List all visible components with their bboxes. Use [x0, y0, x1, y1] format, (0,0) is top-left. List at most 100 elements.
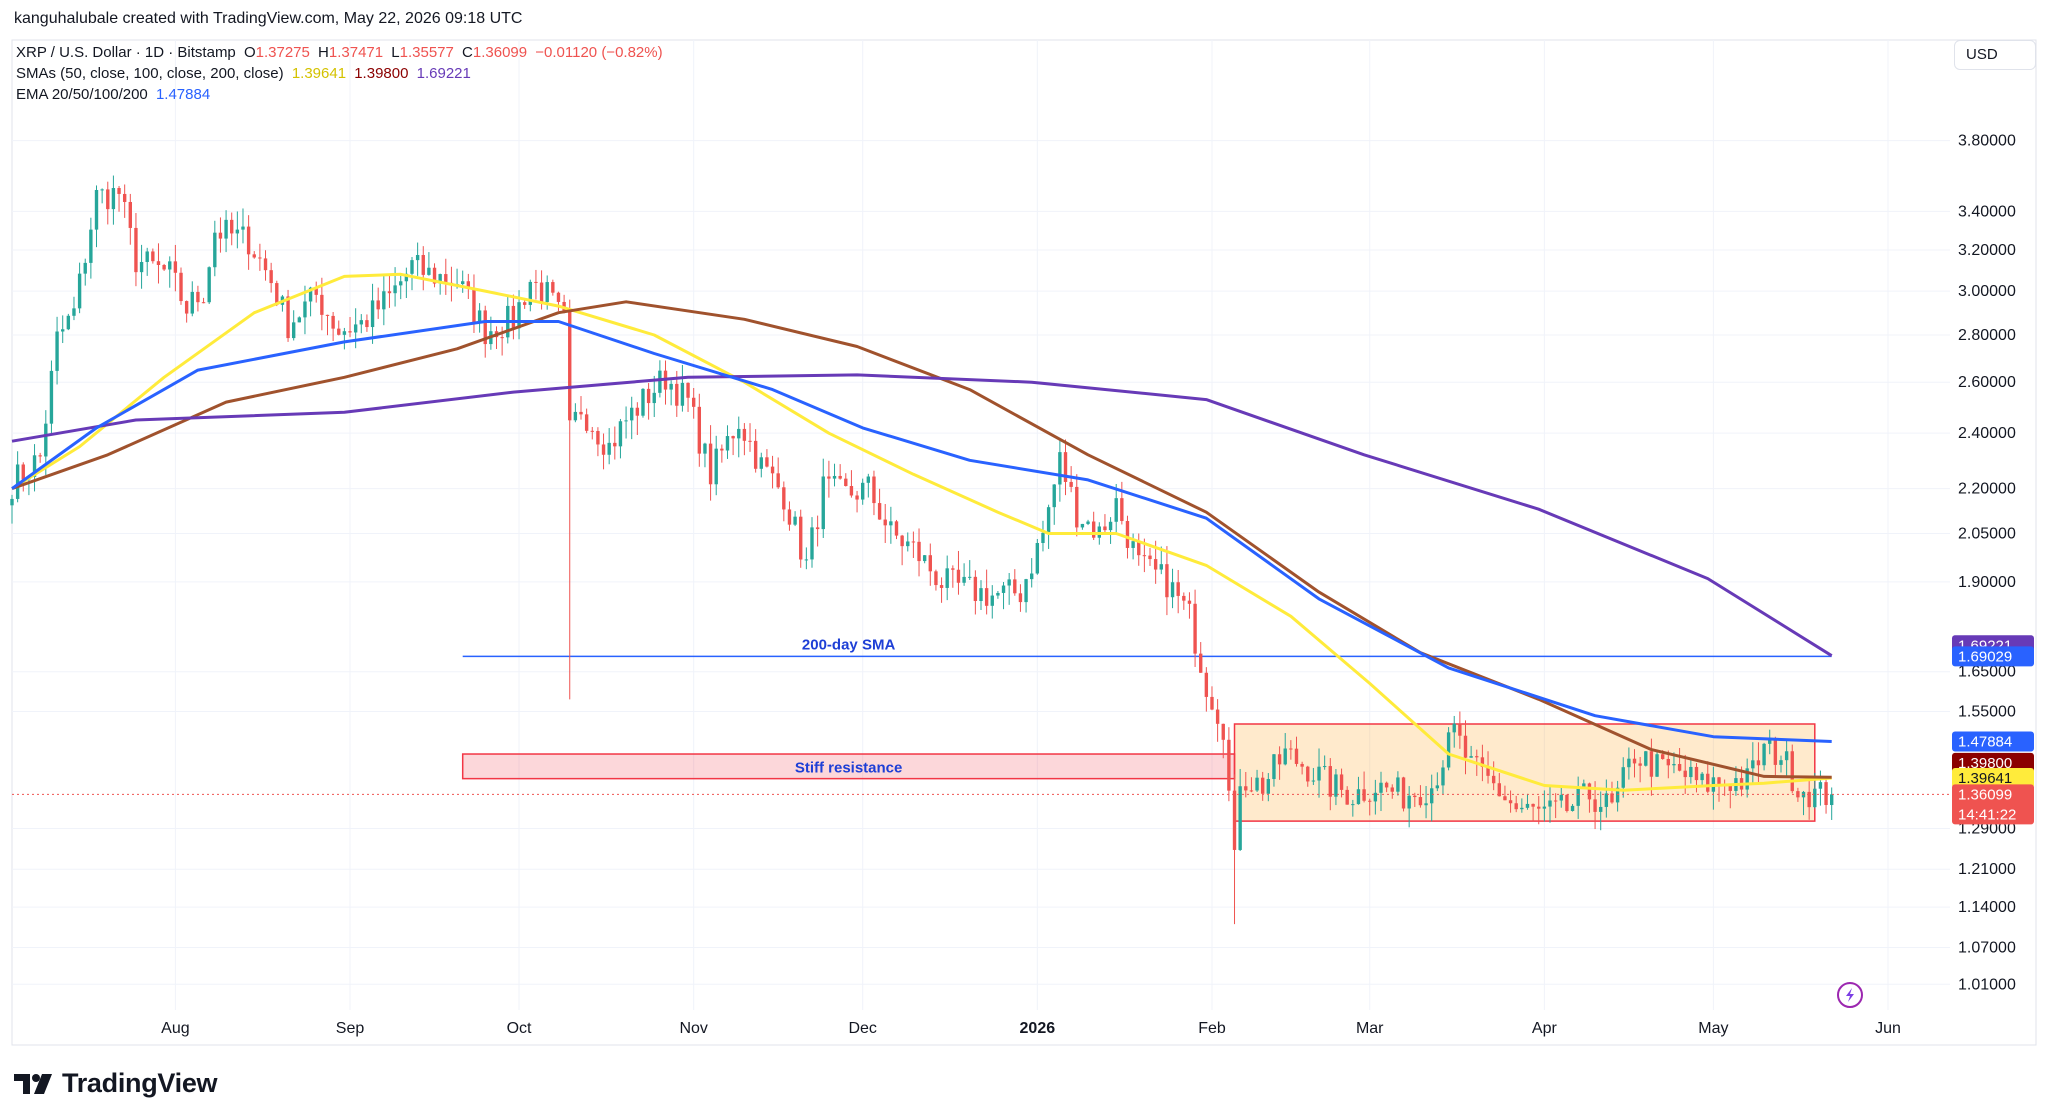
candle-body — [827, 476, 831, 479]
candle-body — [337, 328, 341, 335]
candle-body — [432, 267, 437, 284]
candle-body — [1751, 760, 1755, 769]
horizontal-line-value-tag-bg — [1952, 646, 2034, 667]
symbol-legend-line: XRP / U.S. Dollar · 1D · Bitstamp O1.372… — [16, 44, 667, 61]
candle-body — [675, 383, 679, 406]
last-price-tag-bg — [1952, 784, 2034, 825]
candle-body — [1052, 484, 1056, 508]
candle-body — [1142, 555, 1147, 557]
candle-body — [190, 291, 194, 314]
candle-body — [218, 232, 223, 239]
ema-legend-line: EMA 20/50/100/200 1.47884 — [16, 86, 214, 103]
candle-body — [100, 189, 104, 191]
sma100-value-tag: 1.39800 — [1958, 755, 2012, 772]
candle-body — [1204, 672, 1209, 697]
candle-body — [1176, 582, 1180, 596]
candle-body — [1001, 585, 1006, 593]
lightning-circle-icon[interactable] — [1837, 982, 1863, 1008]
candle-body — [1103, 526, 1107, 531]
candle-body — [359, 320, 363, 325]
candle-body — [1463, 735, 1468, 758]
candle-body — [393, 285, 397, 294]
candle-body — [286, 296, 290, 339]
candle-body — [1238, 786, 1242, 850]
candle-body — [1379, 782, 1383, 793]
sma50-value: 1.39641 — [291, 65, 347, 82]
candle-body — [658, 370, 662, 393]
candle-body — [331, 315, 335, 329]
x-tick-label: Aug — [161, 1020, 189, 1037]
candle-body — [1621, 767, 1625, 788]
candle-body — [94, 189, 99, 230]
candle-body — [528, 281, 532, 305]
candle-body — [1458, 723, 1462, 736]
candle-body — [1745, 768, 1749, 790]
candle-body — [387, 291, 392, 294]
y-tick-label: 1.14000 — [1958, 899, 2016, 916]
candle-body — [1570, 805, 1575, 811]
sma100-line — [11, 300, 1832, 779]
candle-body — [89, 229, 93, 263]
y-tick-label: 1.01000 — [1958, 976, 2016, 993]
candle-body — [1215, 709, 1220, 724]
candle-body — [421, 255, 425, 275]
candle-body — [973, 576, 978, 602]
candle-body — [1227, 739, 1231, 791]
candle-body — [472, 288, 476, 324]
x-tick-label: Mar — [1356, 1020, 1384, 1037]
candle-body — [1373, 792, 1378, 802]
tradingview-logo[interactable]: TradingView — [14, 1068, 218, 1099]
candle-body — [1210, 696, 1214, 710]
candle-body — [269, 270, 273, 284]
candle-body — [1407, 795, 1411, 809]
candle-body — [934, 571, 938, 586]
candle-body — [917, 541, 921, 562]
candle-body — [714, 448, 718, 485]
candle-body — [1582, 783, 1586, 788]
high-value: 1.37471 — [328, 44, 384, 61]
candle-body — [1469, 756, 1473, 758]
candle-body — [1401, 777, 1406, 809]
candle-body — [1120, 498, 1124, 522]
candle-body — [477, 310, 482, 324]
candle-body — [1638, 763, 1642, 766]
candle-body — [291, 322, 296, 339]
candle-body — [1728, 784, 1732, 791]
candle-body — [1441, 767, 1445, 786]
candle-body — [1266, 779, 1271, 794]
candle-body — [1165, 564, 1169, 598]
candle-body — [1075, 486, 1079, 528]
candle-body — [224, 219, 228, 239]
candle-body — [1013, 579, 1017, 594]
candle-body — [15, 464, 20, 499]
candle-body — [922, 555, 927, 562]
candle-body — [1773, 739, 1778, 765]
candle-body — [1306, 766, 1310, 782]
last-price-tag: 1.36099 — [1958, 786, 2012, 803]
candle-body — [624, 420, 628, 422]
candle-body — [894, 521, 899, 536]
candle-body — [968, 576, 972, 578]
x-tick-label: Sep — [336, 1020, 365, 1037]
candle-body — [737, 428, 741, 439]
candle-body — [810, 527, 814, 560]
candle-body — [1114, 498, 1118, 522]
y-tick-label: 2.80000 — [1958, 327, 2016, 344]
open-label: O — [243, 44, 256, 61]
candle-body — [906, 541, 910, 547]
x-tick-label: Feb — [1198, 1020, 1226, 1037]
candle-body — [703, 443, 707, 454]
candle-body — [61, 329, 65, 332]
candle-body — [1345, 789, 1349, 805]
candle-body — [1159, 564, 1163, 570]
candle-body — [517, 302, 521, 329]
candle-body — [641, 388, 645, 416]
candle-body — [139, 261, 144, 273]
currency-button[interactable]: USD — [1954, 40, 2036, 70]
candle-body — [945, 568, 949, 588]
candle-body — [793, 516, 797, 525]
candle-body — [466, 281, 471, 289]
candle-body — [1272, 754, 1276, 780]
candle-body — [770, 466, 775, 474]
